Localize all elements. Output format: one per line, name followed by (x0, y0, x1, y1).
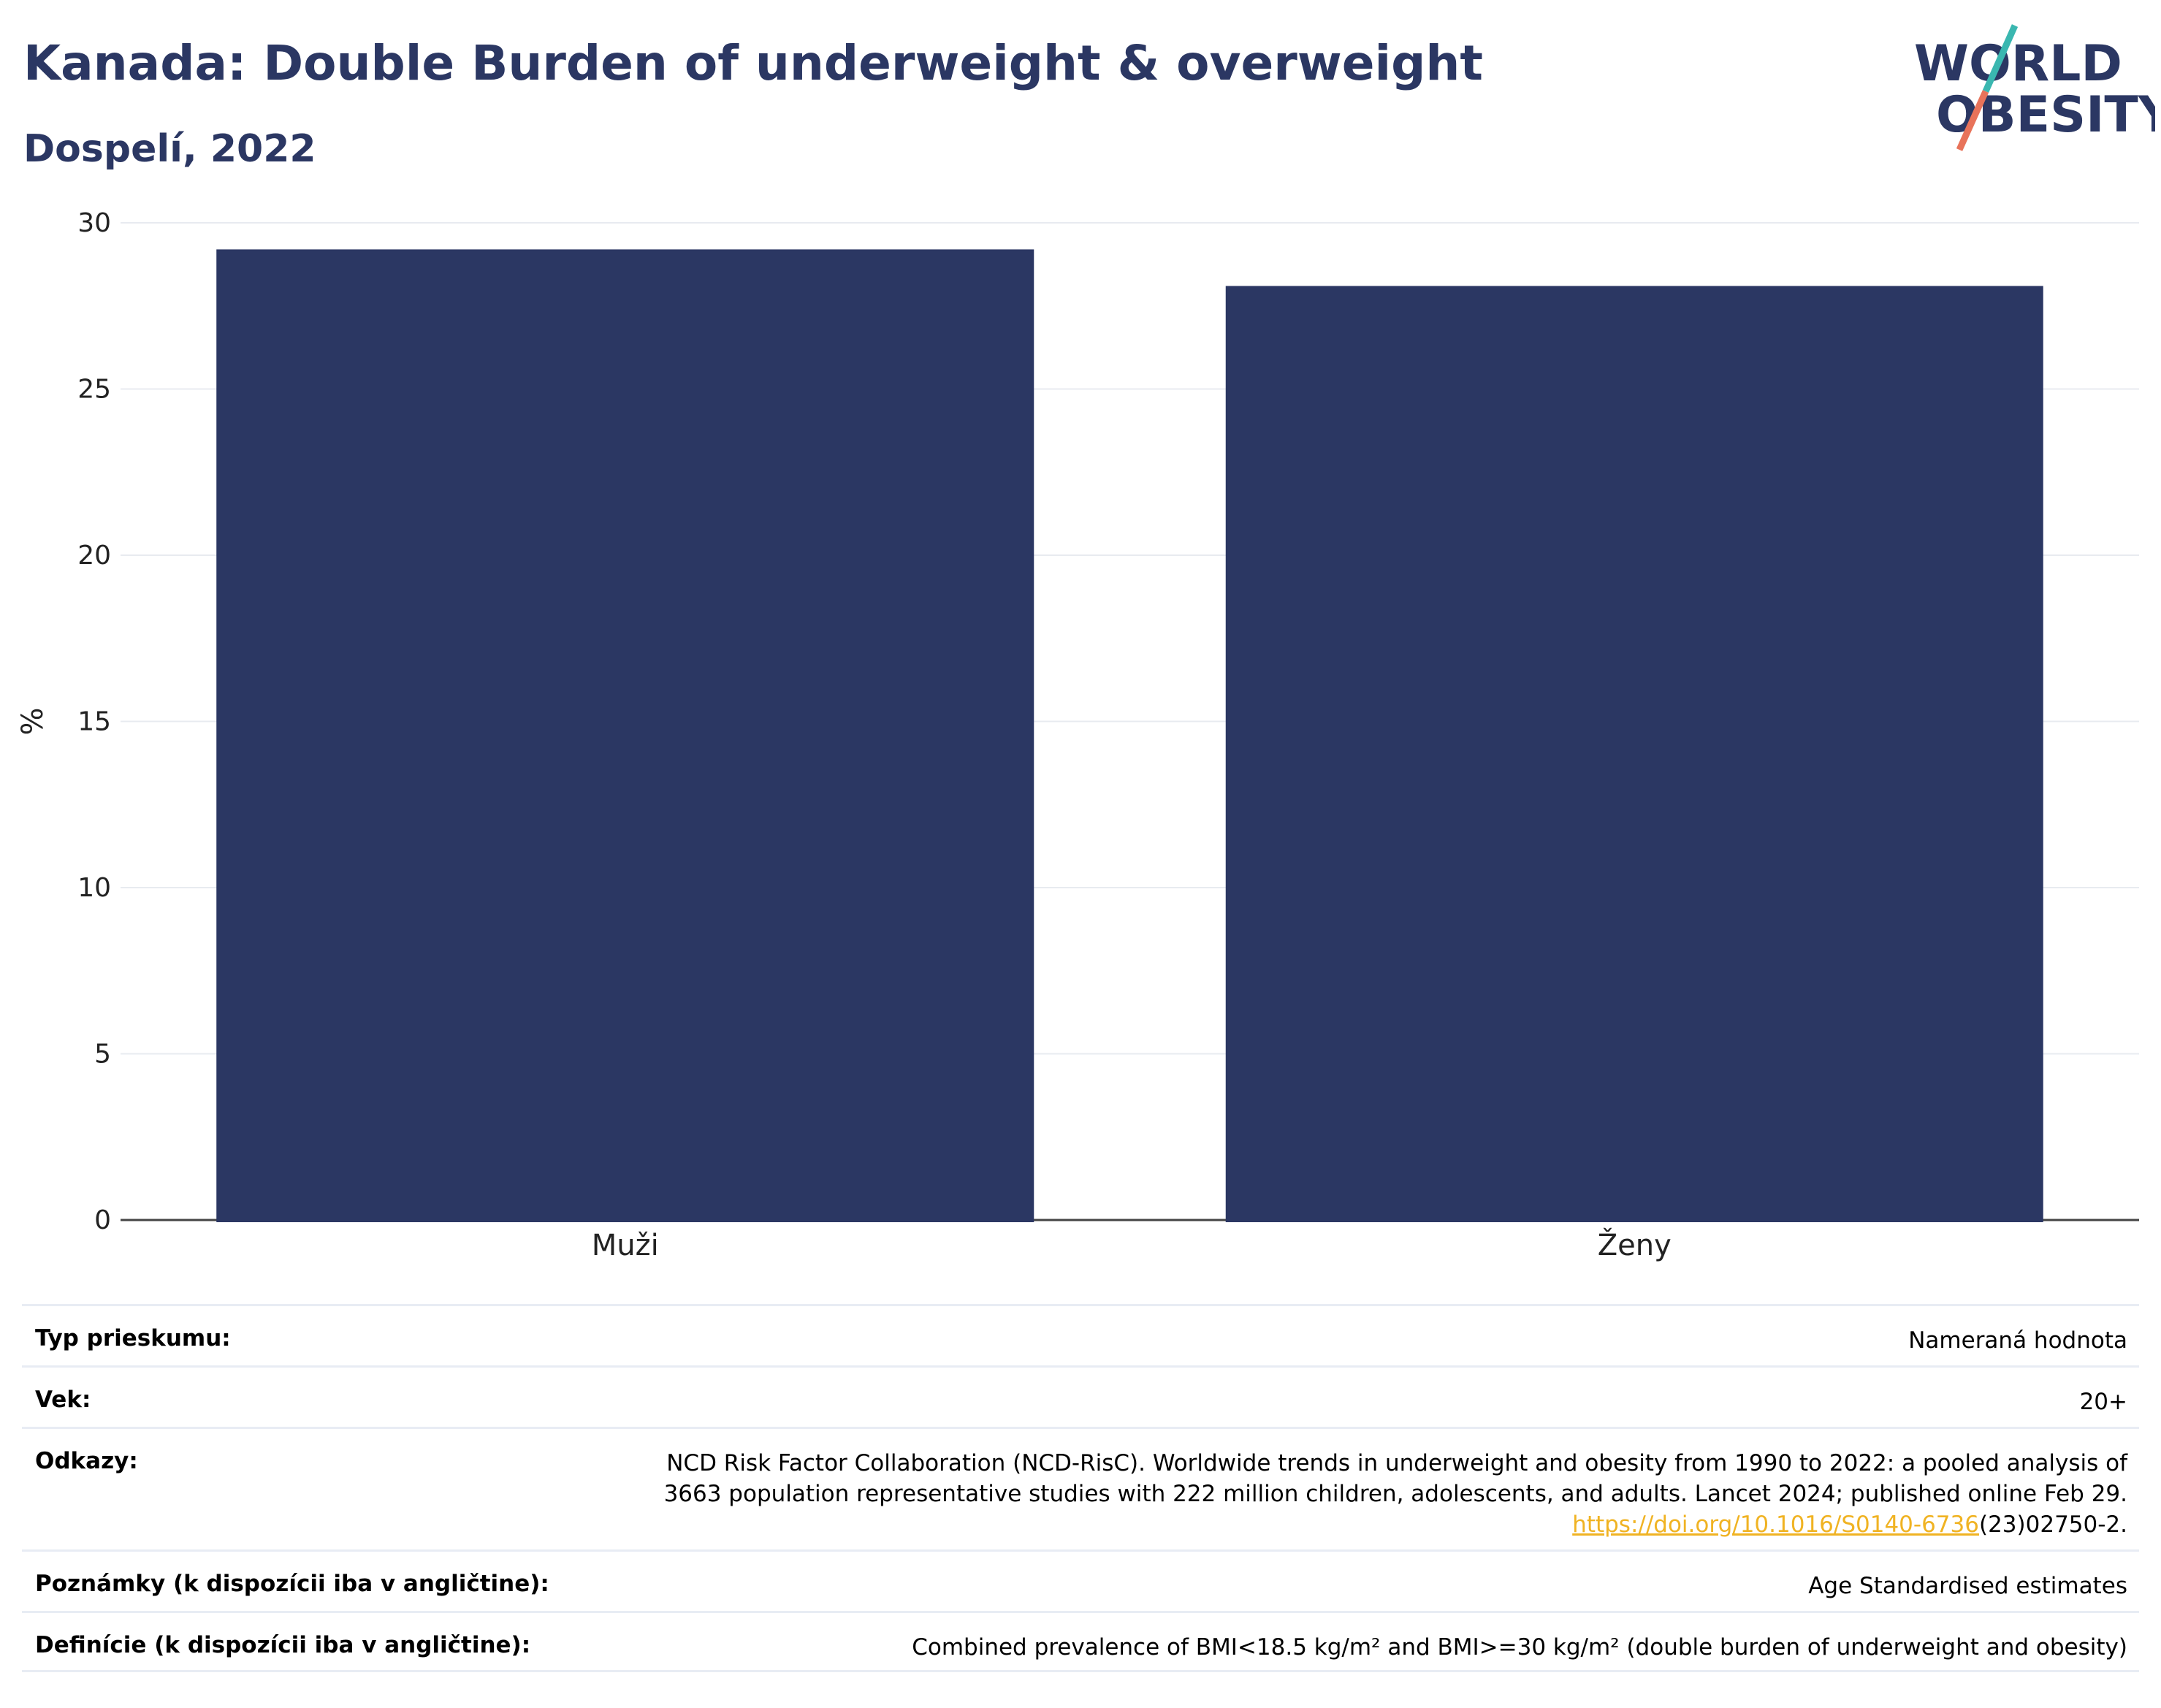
meta-row-survey-type: Typ prieskumu: Nameraná hodnota (22, 1304, 2139, 1365)
meta-value: Nameraná hodnota (1908, 1327, 2127, 1354)
meta-row-references: Odkazy: NCD Risk Factor Collaboration (N… (22, 1427, 2139, 1549)
y-axis-ticks: 0 5 10 15 20 25 30 (77, 208, 111, 1235)
meta-label: Odkazy: (35, 1448, 138, 1474)
bar-1 (216, 249, 1034, 1222)
y-tick-label: 0 (94, 1205, 111, 1235)
reference-line-2: 3663 population representative studies w… (663, 1481, 2127, 1507)
logo-text-world: WORLD (1914, 35, 2122, 93)
meta-value: 20+ (2079, 1389, 2127, 1415)
doi-suffix: (23)02750-2. (1978, 1511, 2127, 1538)
meta-label: Vek: (35, 1387, 91, 1413)
meta-label: Poznámky (k dispozícii iba v angličtine)… (35, 1571, 549, 1597)
x-category-label: Muži (592, 1229, 659, 1262)
bar-chart: 0 5 10 15 20 25 30 Muži Ženy % (16, 208, 2139, 1262)
y-axis-label: % (16, 707, 50, 735)
meta-value: Age Standardised estimates (1808, 1573, 2127, 1599)
meta-row-notes: Poznámky (k dispozícii iba v angličtine)… (22, 1549, 2139, 1611)
meta-label: Typ prieskumu: (35, 1325, 231, 1351)
meta-row-definitions: Definície (k dispozícii iba v angličtine… (22, 1611, 2139, 1672)
doi-link[interactable]: https://doi.org/10.1016/S0140-6736 (1572, 1511, 1979, 1538)
y-tick-label: 25 (77, 375, 111, 405)
y-tick-label: 30 (77, 208, 111, 238)
logo-slash-bottom (1956, 90, 1989, 151)
meta-label: Definície (k dispozícii iba v angličtine… (35, 1632, 531, 1658)
metadata-table: Typ prieskumu: Nameraná hodnota Vek: 20+… (22, 1304, 2139, 1672)
y-tick-label: 20 (77, 541, 111, 571)
meta-value-references: NCD Risk Factor Collaboration (NCD-RisC)… (664, 1448, 2139, 1540)
page-subtitle: Dospelí, 2022 (23, 127, 316, 171)
x-category-label: Ženy (1598, 1227, 1672, 1262)
meta-value: Combined prevalence of BMI<18.5 kg/m² an… (912, 1634, 2127, 1661)
bar-2 (1225, 286, 2043, 1223)
meta-row-age: Vek: 20+ (22, 1365, 2139, 1427)
reference-line-1: NCD Risk Factor Collaboration (NCD-RisC)… (666, 1450, 2127, 1476)
page-title: Kanada: Double Burden of underweight & o… (23, 35, 1483, 91)
bars (216, 249, 2043, 1223)
x-axis-labels: Muži Ženy (592, 1227, 1672, 1262)
y-tick-label: 10 (77, 873, 111, 903)
y-tick-label: 15 (77, 707, 111, 737)
world-obesity-logo: WORLD OBESITY (1914, 24, 2155, 151)
y-tick-label: 5 (94, 1040, 111, 1070)
logo-slash-top (1982, 24, 2019, 93)
